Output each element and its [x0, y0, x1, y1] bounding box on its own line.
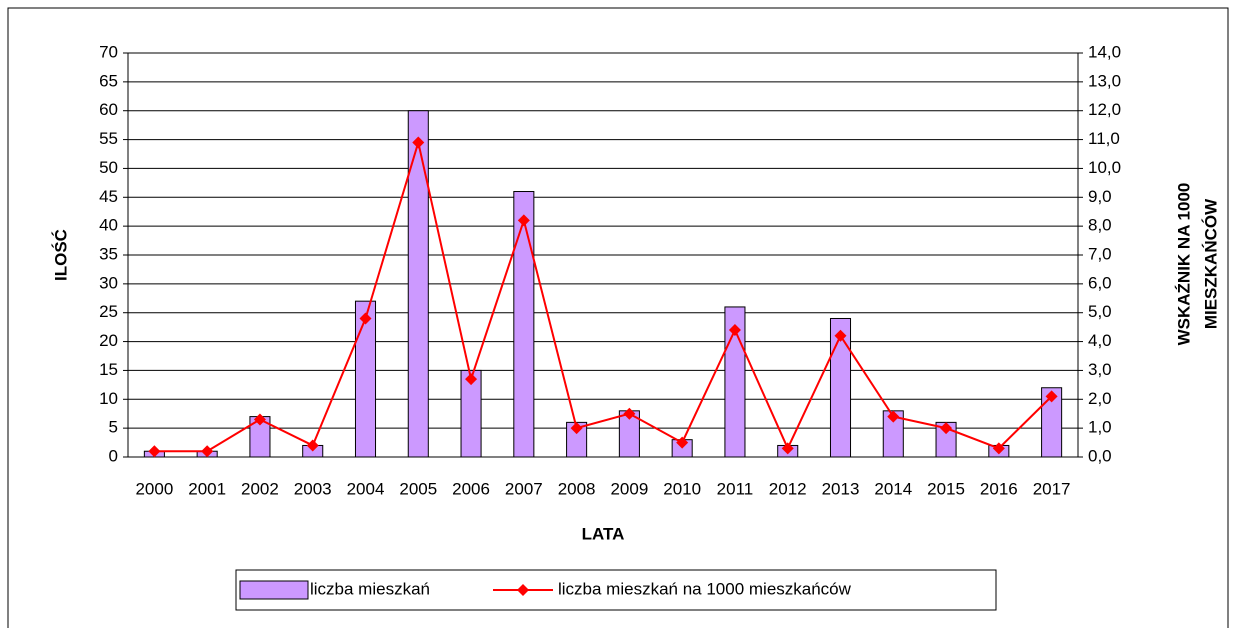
- y-tick-label: 10: [99, 389, 118, 408]
- y-tick-label: 5: [109, 418, 118, 437]
- y-axis-title: ILOŚĆ: [51, 229, 70, 281]
- y-tick-label: 35: [99, 244, 118, 263]
- bar: [513, 191, 535, 458]
- x-tick-label: 2007: [505, 479, 543, 498]
- x-tick-label: 2001: [188, 479, 226, 498]
- x-tick-label: 2014: [874, 479, 912, 498]
- line-marker: [623, 407, 636, 420]
- line-marker: [412, 136, 425, 149]
- x-tick-label: 2016: [980, 479, 1018, 498]
- y-tick-label: 30: [99, 273, 118, 292]
- line-marker: [306, 439, 319, 452]
- y-tick-label: 50: [99, 158, 118, 177]
- y2-tick-label: 4,0: [1088, 331, 1112, 350]
- y-tick-label: 55: [99, 129, 118, 148]
- y-tick-label: 0: [109, 446, 118, 465]
- y2-tick-label: 8,0: [1088, 216, 1112, 235]
- y2-axis-title: WSKAŹNIK NA 1000: [1174, 183, 1193, 346]
- y2-tick-label: 5,0: [1088, 302, 1112, 321]
- line-marker: [676, 436, 689, 449]
- legend-box: [235, 569, 997, 611]
- line-marker: [992, 442, 1005, 455]
- x-tick-label: 2015: [927, 479, 965, 498]
- bar: [354, 300, 377, 458]
- x-tick-label: 2002: [241, 479, 279, 498]
- y2-tick-label: 12,0: [1088, 100, 1121, 119]
- y2-tick-label: 2,0: [1088, 389, 1112, 408]
- x-tick-label: 2008: [558, 479, 596, 498]
- line-marker: [728, 324, 741, 337]
- line: [154, 138, 1053, 453]
- bar: [407, 110, 429, 458]
- line-marker: [570, 422, 583, 435]
- bar: [460, 369, 482, 458]
- x-tick-label: 2006: [452, 479, 490, 498]
- y2-tick-label: 7,0: [1088, 244, 1112, 263]
- x-tick-label: 2017: [1033, 479, 1071, 498]
- bar: [724, 306, 746, 458]
- y2-tick-label: 11,0: [1088, 129, 1120, 148]
- line-marker: [1045, 390, 1058, 403]
- y-tick-label: 65: [99, 71, 118, 90]
- x-tick-label: 2009: [610, 479, 648, 498]
- line-marker: [781, 442, 794, 455]
- line-marker: [359, 312, 372, 325]
- legend-marker: [517, 584, 529, 596]
- line-marker: [201, 445, 214, 458]
- x-tick-label: 2004: [347, 479, 385, 498]
- y2-tick-label: 14,0: [1088, 42, 1121, 61]
- y-tick-label: 45: [99, 187, 118, 206]
- y-tick-label: 20: [99, 331, 118, 350]
- line-marker: [887, 410, 900, 423]
- legend-label: liczba mieszkań: [310, 579, 430, 598]
- chart-frame: [7, 7, 1229, 628]
- y-tick-label: 70: [99, 42, 118, 61]
- legend-swatch: [239, 580, 309, 600]
- y2-tick-label: 3,0: [1088, 360, 1112, 379]
- x-axis-title: LATA: [582, 524, 625, 543]
- y2-axis-title: MIESZKAŃCÓW: [1201, 198, 1220, 329]
- y-tick-label: 40: [99, 216, 118, 235]
- line-marker: [148, 445, 161, 458]
- line-marker: [517, 214, 530, 227]
- y-tick-label: 25: [99, 302, 118, 321]
- line-marker: [253, 413, 266, 426]
- y-tick-label: 15: [99, 360, 118, 379]
- y2-tick-label: 13,0: [1088, 71, 1121, 90]
- y2-tick-label: 0,0: [1088, 446, 1112, 465]
- x-tick-label: 2005: [399, 479, 437, 498]
- line-marker: [940, 422, 953, 435]
- x-tick-label: 2013: [822, 479, 860, 498]
- x-tick-label: 2011: [717, 479, 754, 498]
- bar: [829, 317, 852, 458]
- y2-tick-label: 9,0: [1088, 187, 1112, 206]
- y2-tick-label: 6,0: [1088, 273, 1112, 292]
- y-tick-label: 60: [99, 100, 118, 119]
- line-marker: [834, 329, 847, 342]
- bar: [1041, 387, 1063, 458]
- y2-tick-label: 10,0: [1088, 158, 1121, 177]
- x-tick-label: 2012: [769, 479, 807, 498]
- legend-label: liczba mieszkań na 1000 mieszkańców: [558, 579, 852, 598]
- y2-tick-label: 1,0: [1088, 418, 1112, 437]
- line-marker: [465, 373, 478, 386]
- x-tick-label: 2003: [294, 479, 332, 498]
- x-tick-label: 2000: [135, 479, 173, 498]
- x-tick-label: 2010: [663, 479, 701, 498]
